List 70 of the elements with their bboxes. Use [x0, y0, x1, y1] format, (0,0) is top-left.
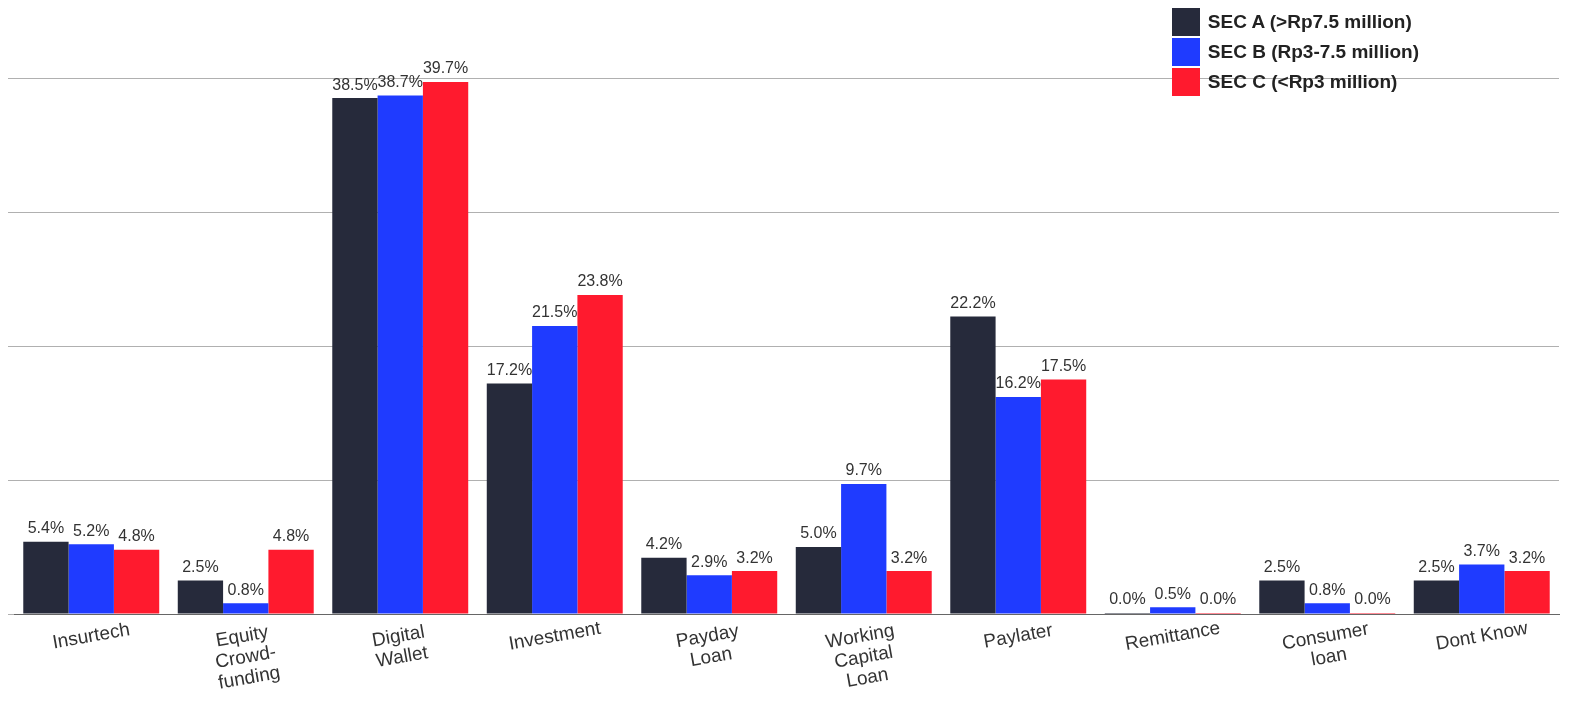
bar — [23, 541, 69, 614]
data-label: 3.2% — [1508, 548, 1546, 566]
data-label: 0.8% — [1309, 580, 1346, 598]
data-label: 23.8% — [577, 272, 623, 290]
x-tick-label: Remittance — [1123, 616, 1222, 654]
x-tick-label: Payday Loan — [674, 619, 741, 671]
data-label: 2.5% — [182, 557, 219, 575]
bar — [223, 603, 269, 614]
bar — [113, 549, 160, 614]
bar — [177, 580, 224, 614]
bar — [268, 549, 314, 614]
data-label: 2.9% — [691, 552, 728, 570]
bar — [377, 95, 423, 614]
bar — [1259, 580, 1305, 614]
x-tick-label: Equity Crowd- funding — [213, 620, 282, 693]
data-label: 0.5% — [1154, 584, 1191, 602]
data-label: 16.2% — [995, 374, 1041, 392]
x-tick-label: Insurtech — [50, 618, 132, 653]
data-label: 3.7% — [1463, 541, 1500, 559]
data-label: 2.5% — [1263, 557, 1301, 575]
bar — [1413, 580, 1460, 614]
bar — [1304, 603, 1350, 614]
bar — [1040, 379, 1087, 614]
data-label: 0.8% — [227, 580, 264, 598]
bar — [68, 544, 114, 614]
x-tick-label: Working Capital Loan — [823, 619, 896, 691]
data-label: 17.5% — [1040, 356, 1087, 374]
data-label: 38.5% — [332, 75, 378, 93]
x-tick-label: Digital Wallet — [370, 620, 431, 671]
bar — [422, 82, 469, 614]
bar — [332, 98, 378, 614]
bar — [1459, 564, 1505, 614]
data-label: 9.7% — [845, 461, 882, 479]
bar — [486, 383, 533, 614]
bar — [1150, 607, 1196, 614]
legend-label: SEC A (>Rp7.5 million) — [1207, 11, 1412, 33]
bar — [686, 575, 732, 614]
bar — [795, 547, 842, 614]
data-label: 4.8% — [272, 527, 310, 545]
bar — [532, 325, 578, 614]
data-label: 0.0% — [1199, 590, 1237, 608]
x-tick-label: Paylater — [981, 618, 1055, 652]
data-label: 38.7% — [377, 72, 423, 90]
legend-label: SEC C (<Rp3 million) — [1207, 71, 1398, 93]
data-label: 22.2% — [950, 293, 996, 311]
bar — [1504, 571, 1550, 614]
data-label: 5.0% — [800, 524, 837, 542]
bar — [995, 396, 1041, 614]
bar — [641, 557, 687, 614]
bar — [731, 571, 778, 614]
bar — [577, 295, 623, 614]
x-tick-label: Investment — [506, 616, 603, 654]
data-label: 0.0% — [1109, 590, 1146, 608]
x-tick-label: Consumer loan — [1280, 617, 1371, 670]
data-label: 3.2% — [890, 548, 928, 566]
bar — [841, 484, 887, 614]
bar — [950, 316, 996, 614]
bar — [886, 571, 932, 614]
data-label: 39.7% — [422, 59, 469, 77]
data-label: 0.0% — [1354, 590, 1391, 608]
data-label: 2.5% — [1418, 557, 1455, 575]
data-label: 5.4% — [27, 519, 65, 537]
data-label: 21.5% — [532, 303, 578, 321]
data-label: 17.2% — [486, 360, 533, 378]
data-label: 3.2% — [736, 548, 773, 566]
data-label: 5.2% — [73, 521, 110, 539]
legend-label: SEC B (Rp3-7.5 million) — [1207, 41, 1419, 63]
x-tick-label: Dont Know — [1433, 616, 1530, 654]
data-label: 4.8% — [118, 527, 155, 545]
data-label: 4.2% — [645, 535, 683, 553]
